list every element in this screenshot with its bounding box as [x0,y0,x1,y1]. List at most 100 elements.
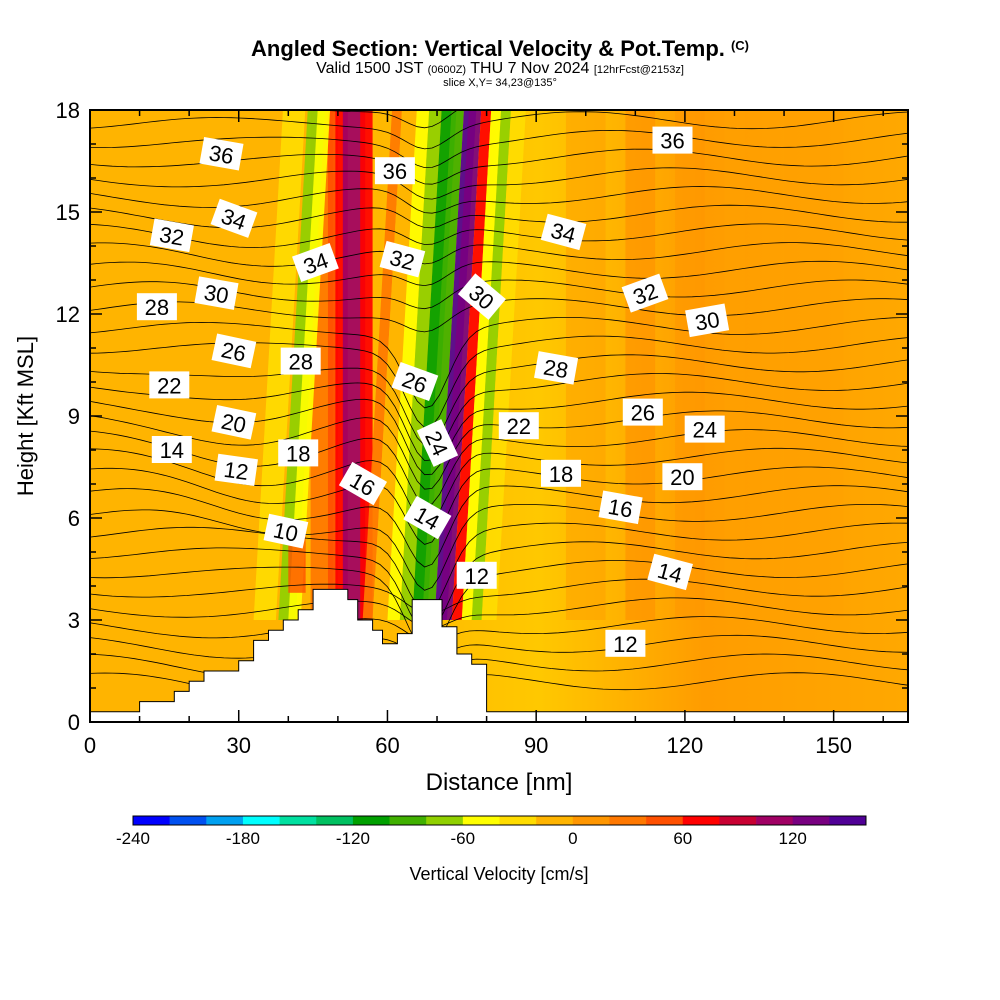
isentrope-line [90,504,908,591]
isentrope-line [90,485,908,568]
isentrope-line [90,616,908,644]
contour-label: 20 [211,404,257,440]
slice-info: slice X,Y= 34,23@135° [443,77,557,89]
x-tick-label: 150 [815,733,852,758]
velocity-band [399,110,442,620]
contour-label: 26 [622,398,663,426]
contour-label: 30 [685,303,730,338]
contour-label-text: 18 [549,462,573,487]
chart-title-text: Angled Section: Vertical Velocity & Pot.… [251,36,725,61]
y-tick-label: 9 [68,404,80,429]
contour-label-box [199,136,244,171]
isentrope-line [90,578,908,615]
contour-label-text: 20 [670,465,694,490]
contour-label: 22 [149,371,190,399]
contour-label-box [214,453,258,487]
isentrope-line [90,242,908,267]
contour-label-box [263,513,309,549]
colorbar-tick-label: 60 [673,829,692,848]
contour-label: 14 [151,436,192,463]
contour-label-box [541,459,581,487]
velocity-band [784,110,844,620]
x-tick-label: 30 [226,733,250,758]
colorbar-label: Vertical Velocity [cm/s] [409,864,588,884]
colorbar-swatch [352,816,390,825]
colorbar: -240 -180 -120 -60 0 60 120 [116,815,867,848]
contour-label-box [149,371,190,399]
contour-label-box [391,362,439,402]
x-tick-label: 60 [375,733,399,758]
colorbar-swatch [279,816,317,825]
isentrope-line [90,167,908,200]
colorbar-tick-label: -240 [116,829,150,848]
contour-label: 28 [280,347,321,375]
contour-label-box [647,553,693,591]
isentrope-line [90,373,908,462]
contour-label-text: 14 [160,438,184,463]
contour-label: 12 [214,453,258,487]
zulu-time: (0600Z) [427,64,467,76]
colorbar-tick-label: -60 [451,829,476,848]
velocity-band [625,110,656,620]
contour-label-text: 32 [157,222,185,251]
isentrope-line [90,260,908,287]
colorbar-tick-label: 0 [568,829,577,848]
contour-label: 16 [598,490,643,525]
contour-label-text: 10 [271,517,300,547]
colorbar-swatch [609,816,647,825]
velocity-band [674,110,705,620]
contour-label-box [416,419,459,467]
contour-label-text: 28 [145,295,169,320]
contour-label: 20 [662,463,703,491]
copyright-mark: (C) [730,38,749,53]
contour-label-box [211,333,257,369]
valid-prefix: Valid 1500 JST [316,60,424,77]
contour-label: 22 [498,412,539,440]
velocity-band [253,110,306,620]
y-tick-label: 15 [56,200,80,225]
colorbar-tick-label: 120 [779,829,807,848]
terrain-mask [90,589,908,722]
colorbar-swatch [462,816,500,825]
isentrope-line [90,634,908,659]
contour-label-text: 12 [613,632,637,657]
contour-label-text: 26 [219,337,248,367]
contour-label: 28 [136,293,177,321]
colorbar-tick-label: -120 [336,829,370,848]
contour-label-box [151,436,192,463]
contour-label-text: 28 [288,350,312,375]
contour-label-text: 20 [219,409,248,439]
contour-label: 32 [149,218,194,253]
x-tick-label: 120 [667,733,704,758]
contour-label-box [379,240,426,278]
contour-label-box [621,273,669,313]
updraft-cell [288,535,306,593]
isentrope-line [90,111,908,150]
contour-label-text: 36 [660,129,684,154]
contour-label-text: 30 [693,307,721,336]
contour-label-box [652,126,693,154]
contour-label: 34 [292,243,339,283]
colorbar-swatch [792,816,830,825]
y-tick-label: 12 [56,302,80,327]
contour-label-text: 24 [692,418,716,443]
contour-label: 36 [199,136,244,171]
valid-date: THU 7 Nov 2024 [470,60,590,77]
contour-label-box [211,404,257,440]
isentrope-line [90,317,908,409]
colorbar-swatch [572,816,610,825]
contour-label-text: 12 [464,564,488,589]
isentrope-line [90,560,908,652]
isentrope-line [90,466,908,545]
contour-label: 10 [263,513,309,549]
colorbar-swatch [133,816,170,825]
contour-label: 12 [456,561,497,589]
contour-label-text: 30 [202,280,230,309]
colorbar-swatch [536,816,574,825]
colorbar-swatch [206,816,244,825]
contour-label-box [605,629,646,657]
forecast-info: [12hrFcst@2153z] [593,64,684,76]
contour-label: 30 [194,276,239,310]
